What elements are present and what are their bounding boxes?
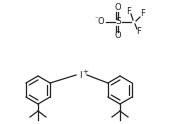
Text: S: S: [115, 17, 121, 27]
Text: F: F: [141, 10, 146, 18]
Text: O: O: [98, 17, 104, 27]
Text: I: I: [79, 72, 81, 80]
Text: O: O: [115, 31, 121, 41]
Text: F: F: [137, 28, 141, 36]
Text: +: +: [82, 69, 88, 75]
Text: ⁻: ⁻: [94, 15, 98, 24]
Text: O: O: [115, 3, 121, 13]
Text: F: F: [127, 6, 131, 16]
